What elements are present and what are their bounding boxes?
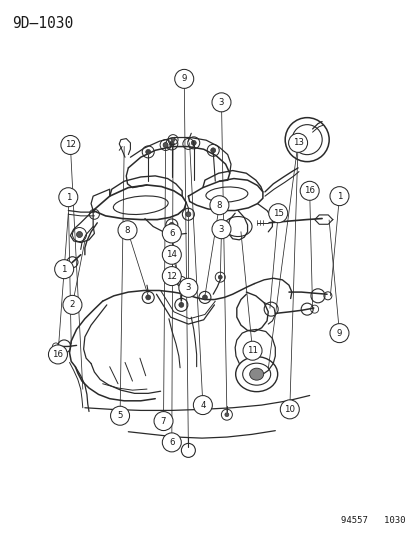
Circle shape <box>169 141 174 147</box>
Text: 6: 6 <box>169 229 174 238</box>
Circle shape <box>329 187 348 206</box>
Circle shape <box>268 204 287 223</box>
Text: 1: 1 <box>61 265 67 273</box>
Circle shape <box>280 400 299 419</box>
Circle shape <box>202 295 207 300</box>
Text: 16: 16 <box>52 350 63 359</box>
Circle shape <box>118 221 137 240</box>
Circle shape <box>178 302 183 308</box>
Circle shape <box>169 222 174 228</box>
Text: 94557   1030: 94557 1030 <box>341 516 405 525</box>
Circle shape <box>210 148 215 153</box>
Text: 11: 11 <box>247 346 257 355</box>
Circle shape <box>110 406 129 425</box>
Circle shape <box>174 69 193 88</box>
Text: 13: 13 <box>292 139 303 147</box>
Circle shape <box>224 413 228 417</box>
Text: 12: 12 <box>65 141 76 149</box>
Circle shape <box>162 433 181 452</box>
Circle shape <box>242 341 261 360</box>
Text: 8: 8 <box>216 201 222 209</box>
Circle shape <box>299 181 318 200</box>
Ellipse shape <box>249 368 263 380</box>
Text: 3: 3 <box>218 225 224 233</box>
Text: 15: 15 <box>272 209 283 217</box>
Text: 9: 9 <box>181 75 186 83</box>
Circle shape <box>162 224 181 243</box>
Circle shape <box>162 266 181 286</box>
Circle shape <box>288 133 307 152</box>
Text: 1: 1 <box>65 193 71 201</box>
Circle shape <box>185 212 190 217</box>
Circle shape <box>48 345 67 364</box>
Circle shape <box>145 295 150 300</box>
Circle shape <box>63 295 82 314</box>
Circle shape <box>145 149 150 155</box>
Circle shape <box>154 411 173 431</box>
Circle shape <box>193 395 212 415</box>
Text: 4: 4 <box>199 401 205 409</box>
Circle shape <box>76 231 82 238</box>
Text: 7: 7 <box>160 417 166 425</box>
Circle shape <box>162 245 181 264</box>
Circle shape <box>218 275 222 279</box>
Text: 12: 12 <box>166 272 177 280</box>
Circle shape <box>209 196 228 215</box>
Circle shape <box>59 188 78 207</box>
Text: 9D–1030: 9D–1030 <box>12 16 73 31</box>
Circle shape <box>61 135 80 155</box>
Circle shape <box>329 324 348 343</box>
Circle shape <box>191 140 196 146</box>
Text: 16: 16 <box>304 187 314 195</box>
Text: 1: 1 <box>336 192 342 200</box>
Circle shape <box>211 220 230 239</box>
Circle shape <box>211 93 230 112</box>
Text: 9: 9 <box>336 329 341 337</box>
Text: 2: 2 <box>69 301 75 309</box>
Text: 3: 3 <box>185 284 191 292</box>
Circle shape <box>171 138 175 142</box>
Circle shape <box>55 260 74 279</box>
Circle shape <box>178 278 197 297</box>
Text: 8: 8 <box>124 226 130 235</box>
Text: 5: 5 <box>117 411 123 420</box>
Circle shape <box>163 142 168 148</box>
Text: 10: 10 <box>284 405 294 414</box>
Text: 3: 3 <box>218 98 224 107</box>
Text: 14: 14 <box>166 251 177 259</box>
Text: 6: 6 <box>169 438 174 447</box>
